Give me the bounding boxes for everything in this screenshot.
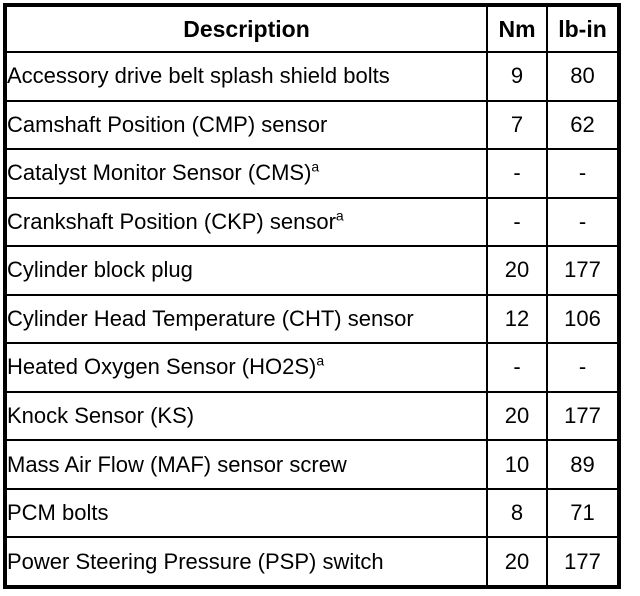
table-body: Accessory drive belt splash shield bolts… — [4, 51, 620, 588]
description-cell: Knock Sensor (KS) — [4, 390, 488, 442]
table-row: Heated Oxygen Sensor (HO2S)a - - — [4, 342, 620, 393]
lbin-cell: 89 — [546, 439, 620, 490]
table-row: Knock Sensor (KS) 20 177 — [4, 390, 620, 442]
header-row: Description Nm lb-in — [4, 4, 620, 53]
table-row: Cylinder block plug 20 177 — [4, 245, 620, 296]
nm-cell: 10 — [486, 439, 548, 490]
description-cell: Cylinder block plug — [4, 245, 488, 296]
column-header-description: Description — [4, 4, 488, 53]
description-text: Power Steering Pressure (PSP) switch — [7, 548, 384, 574]
description-cell: Crankshaft Position (CKP) sensora — [4, 196, 488, 248]
description-text: Crankshaft Position (CKP) sensor — [7, 208, 336, 234]
description-cell: Catalyst Monitor Sensor (CMS)a — [4, 148, 488, 199]
nm-cell: 20 — [486, 245, 548, 296]
footnote-marker: a — [335, 207, 344, 224]
nm-cell: 7 — [486, 99, 548, 151]
footnote-marker: a — [316, 353, 325, 370]
lbin-cell: - — [546, 342, 620, 393]
lbin-cell: 80 — [546, 51, 620, 102]
nm-cell: 8 — [486, 487, 548, 539]
table-row: Mass Air Flow (MAF) sensor screw 10 89 — [4, 439, 620, 490]
table-header: Description Nm lb-in — [4, 4, 620, 53]
nm-cell: - — [486, 196, 548, 248]
table-row: Power Steering Pressure (PSP) switch 20 … — [4, 536, 620, 588]
lbin-cell: 177 — [546, 245, 620, 296]
description-text: Mass Air Flow (MAF) sensor screw — [7, 451, 347, 477]
description-text: Camshaft Position (CMP) sensor — [7, 111, 328, 137]
table-row: Camshaft Position (CMP) sensor 7 62 — [4, 99, 620, 151]
table-row: PCM bolts 8 71 — [4, 487, 620, 539]
table-row: Accessory drive belt splash shield bolts… — [4, 51, 620, 102]
description-text: Cylinder block plug — [7, 257, 193, 283]
lbin-cell: - — [546, 196, 620, 248]
description-cell: PCM bolts — [4, 487, 488, 539]
table-row: Catalyst Monitor Sensor (CMS)a - - — [4, 148, 620, 199]
description-cell: Power Steering Pressure (PSP) switch — [4, 536, 488, 588]
lbin-cell: - — [546, 148, 620, 199]
description-text: Catalyst Monitor Sensor (CMS) — [7, 160, 312, 186]
lbin-cell: 177 — [546, 536, 620, 588]
nm-cell: - — [486, 148, 548, 199]
nm-cell: 20 — [486, 536, 548, 588]
description-cell: Camshaft Position (CMP) sensor — [4, 99, 488, 151]
description-text: Heated Oxygen Sensor (HO2S) — [7, 354, 317, 380]
column-header-nm: Nm — [486, 4, 548, 53]
description-text: Knock Sensor (KS) — [7, 402, 195, 428]
footnote-marker: a — [311, 159, 320, 175]
lbin-cell: 177 — [546, 390, 620, 442]
lbin-cell: 71 — [546, 487, 620, 539]
nm-cell: - — [486, 342, 548, 393]
torque-spec-table: Description Nm lb-in Accessory drive bel… — [3, 3, 621, 589]
description-cell: Mass Air Flow (MAF) sensor screw — [4, 439, 488, 490]
nm-cell: 9 — [486, 51, 548, 102]
description-text: Cylinder Head Temperature (CHT) sensor — [7, 305, 414, 331]
description-text: PCM bolts — [7, 500, 109, 526]
nm-cell: 12 — [486, 293, 548, 345]
table-row: Cylinder Head Temperature (CHT) sensor 1… — [4, 293, 620, 345]
description-cell: Cylinder Head Temperature (CHT) sensor — [4, 293, 488, 345]
table-row: Crankshaft Position (CKP) sensora - - — [4, 196, 620, 248]
description-text: Accessory drive belt splash shield bolts — [7, 63, 390, 89]
lbin-cell: 62 — [546, 99, 620, 151]
lbin-cell: 106 — [546, 293, 620, 345]
description-cell: Heated Oxygen Sensor (HO2S)a — [4, 342, 488, 393]
column-header-lbin: lb-in — [546, 4, 620, 53]
description-cell: Accessory drive belt splash shield bolts — [4, 51, 488, 102]
nm-cell: 20 — [486, 390, 548, 442]
